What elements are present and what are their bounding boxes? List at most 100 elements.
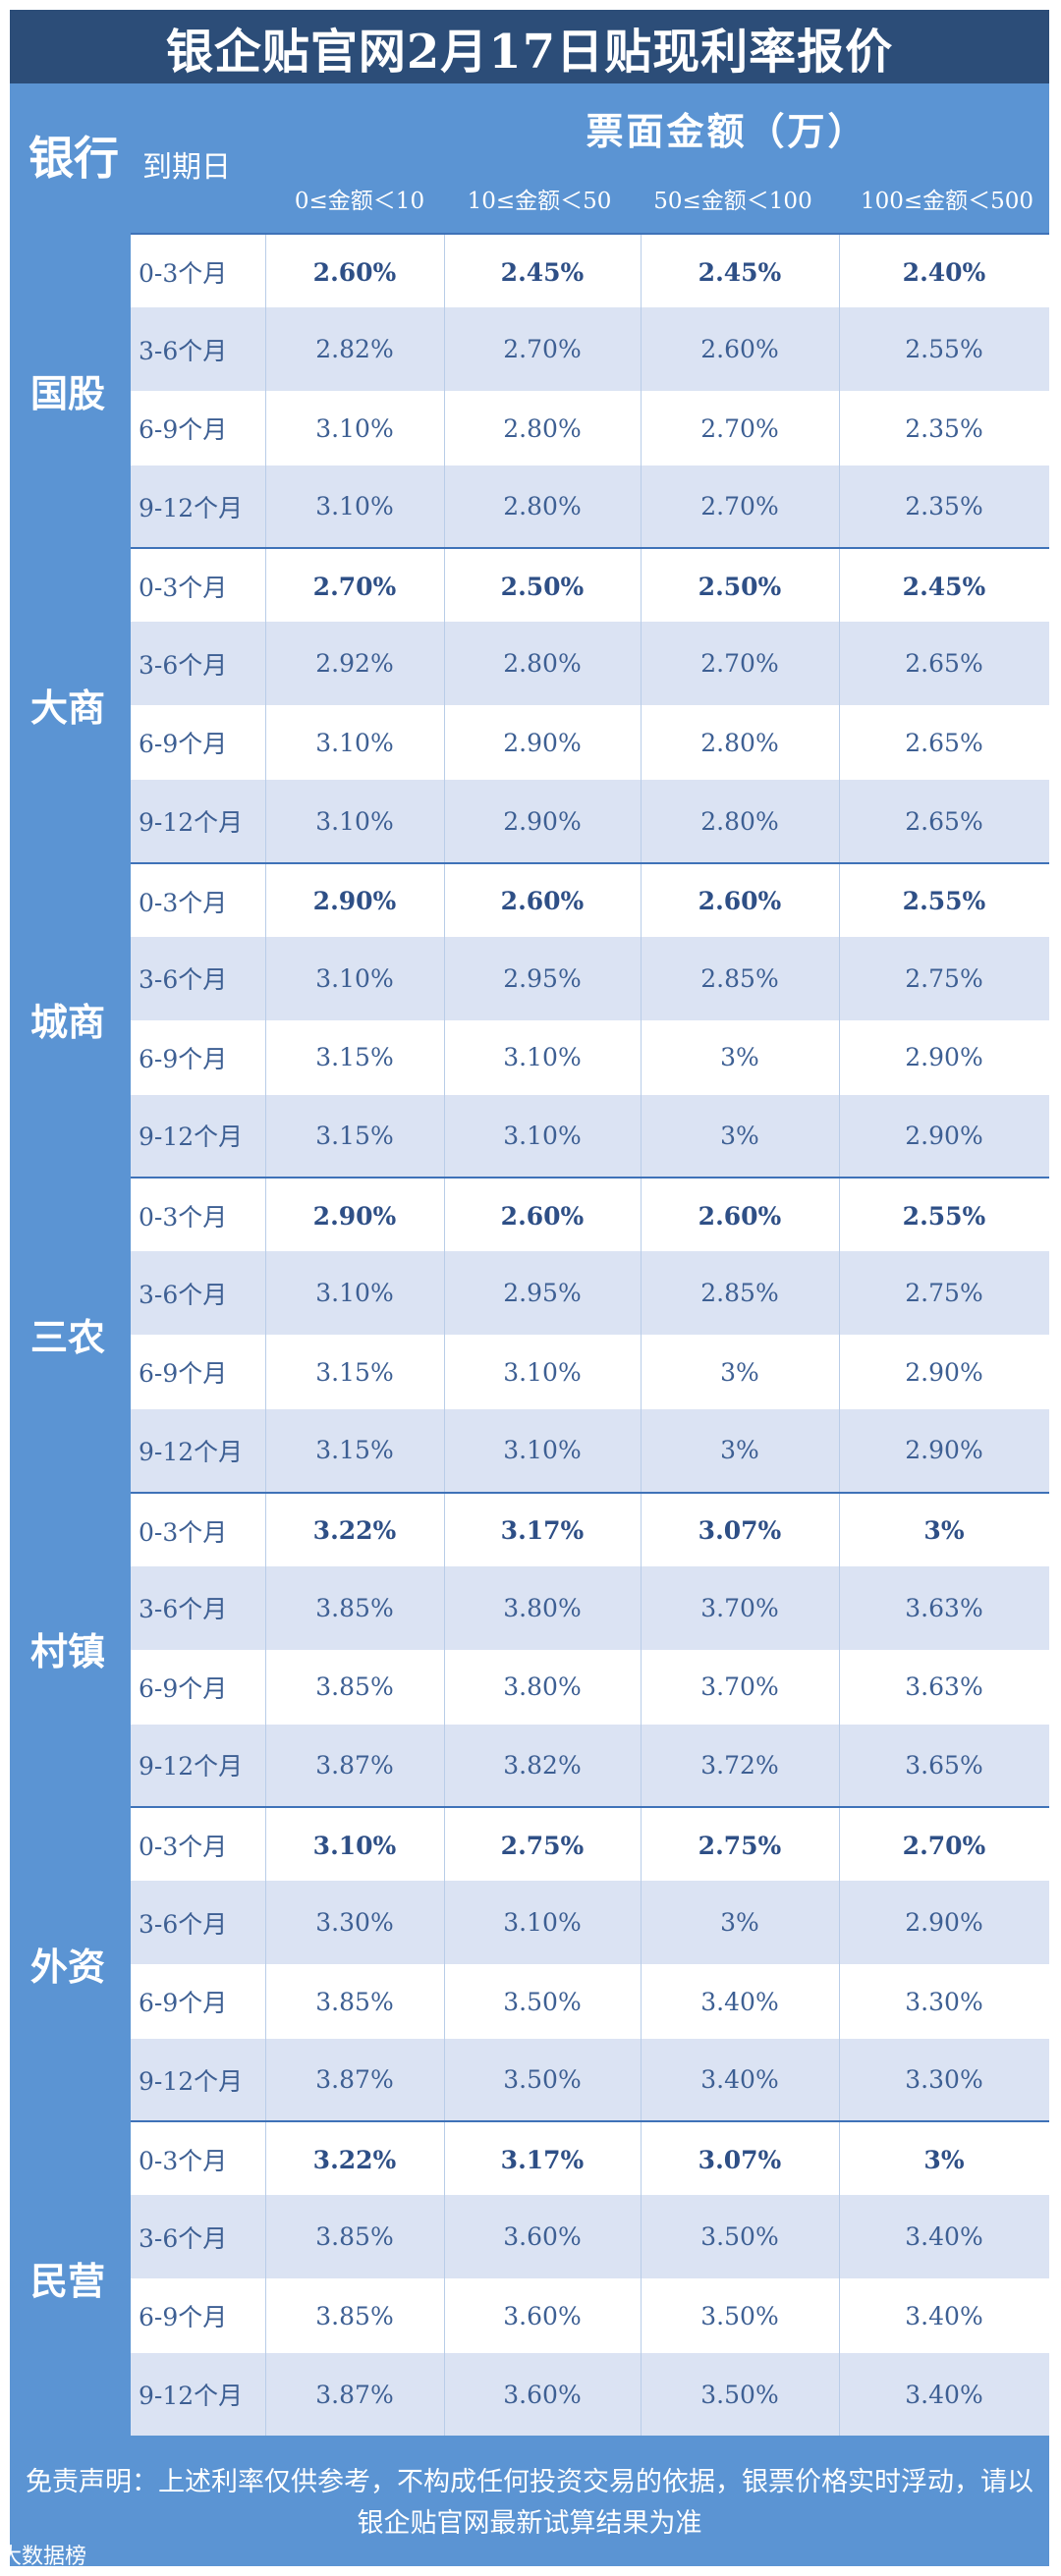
rate-cell: 3.15%: [315, 1357, 394, 1387]
rate-cell: 2.65%: [905, 806, 983, 836]
cell-divider: [265, 705, 266, 781]
cell-divider: [265, 1409, 266, 1492]
bank-type-label: 民营: [10, 2120, 126, 2436]
cell-divider: [444, 307, 445, 391]
rate-cell: 2.75%: [698, 1831, 782, 1860]
rate-cell: 3.60%: [503, 2301, 582, 2330]
cell-divider: [641, 863, 642, 939]
cell-divider: [444, 622, 445, 706]
cell-divider: [444, 1808, 445, 1883]
due-column-header: 到期日: [142, 150, 231, 185]
rate-cell: 3.22%: [312, 2145, 397, 2174]
rate-cell: 2.90%: [503, 806, 582, 836]
term-cell: 3-6个月: [139, 1909, 228, 1939]
cell-divider: [641, 1808, 642, 1883]
cell-divider: [839, 549, 840, 625]
term-cell: 3-6个月: [139, 1595, 228, 1624]
cell-divider: [265, 1178, 266, 1254]
cell-divider: [839, 1178, 840, 1254]
table-row: 3-6个月 3.10% 2.95% 2.85% 2.75%: [131, 1251, 1049, 1337]
cell-divider: [641, 2039, 642, 2121]
rate-cell: 3.40%: [700, 1987, 779, 2016]
cell-divider: [641, 1178, 642, 1254]
table-row: 9-12个月 3.87% 3.82% 3.72% 3.65%: [131, 1724, 1049, 1807]
rate-cell: 2.90%: [905, 1436, 983, 1465]
table-row: 9-12个月 3.15% 3.10% 3% 2.90%: [131, 1094, 1049, 1178]
cell-divider: [839, 235, 840, 309]
cell-divider: [641, 1964, 642, 2039]
cell-divider: [641, 2353, 642, 2436]
cell-divider: [839, 1808, 840, 1883]
cell-divider: [839, 936, 840, 1020]
rate-cell: 2.50%: [500, 572, 585, 601]
rate-cell: 3.10%: [503, 1357, 582, 1387]
rate-cell: 2.80%: [503, 413, 582, 443]
rate-cell: 3.85%: [315, 2301, 394, 2330]
cell-divider: [444, 1881, 445, 1964]
cell-divider: [265, 1565, 266, 1650]
table-row: 3-6个月 2.92% 2.80% 2.70% 2.65%: [131, 622, 1049, 707]
rate-cell: 3.30%: [905, 1987, 983, 2016]
rate-cell: 3%: [720, 1908, 759, 1937]
rate-cell: 3.10%: [503, 1436, 582, 1465]
table-row: 0-3个月 2.90% 2.60% 2.60% 2.55%: [131, 861, 1049, 940]
term-cell: 6-9个月: [139, 1359, 228, 1389]
table-row: 6-9个月 3.85% 3.50% 3.40% 3.30%: [131, 1964, 1049, 2040]
term-cell: 0-3个月: [139, 2147, 228, 2176]
cell-divider: [265, 2278, 266, 2354]
rate-cell: 2.60%: [500, 1201, 585, 1231]
rate-cell: 2.95%: [503, 1279, 582, 1308]
amount-range-headers: 0≤金额＜10 10≤金额＜50 50≤金额＜100 100≤金额＜500: [275, 182, 1059, 221]
rate-cell: 3.87%: [315, 1750, 394, 1780]
cell-divider: [641, 391, 642, 466]
rate-cell: 2.65%: [905, 649, 983, 679]
rate-cell: 3.60%: [503, 2380, 582, 2409]
term-cell: 6-9个月: [139, 2303, 228, 2332]
rate-cell: 3%: [720, 1436, 759, 1465]
rate-cell: 2.90%: [503, 728, 582, 757]
cell-divider: [839, 466, 840, 548]
cell-divider: [839, 622, 840, 706]
term-cell: 6-9个月: [139, 415, 228, 444]
cell-divider: [839, 2122, 840, 2198]
disclaimer-line: 银企贴官网最新试算结果为准: [357, 2508, 702, 2539]
rate-cell: 2.90%: [905, 1043, 983, 1072]
rate-cell: 2.80%: [700, 806, 779, 836]
cell-divider: [444, 1335, 445, 1410]
cell-divider: [265, 235, 266, 309]
rate-cell: 2.60%: [698, 887, 782, 916]
rate-cell: 2.65%: [905, 728, 983, 757]
rate-cell: 2.80%: [503, 649, 582, 679]
rate-cell: 2.70%: [700, 649, 779, 679]
table-row: 6-9个月 3.10% 2.80% 2.70% 2.35%: [131, 391, 1049, 466]
rate-cell: 2.55%: [902, 887, 986, 916]
table-row: 9-12个月 3.10% 2.80% 2.70% 2.35%: [131, 466, 1049, 549]
rate-cell: 3.85%: [315, 2222, 394, 2252]
cell-divider: [444, 1019, 445, 1095]
cell-divider: [265, 1808, 266, 1883]
term-cell: 3-6个月: [139, 650, 228, 680]
cell-divider: [444, 466, 445, 548]
cell-divider: [641, 1251, 642, 1336]
rate-cell: 3.17%: [500, 1516, 585, 1546]
cell-divider: [641, 1094, 642, 1178]
rate-cell: 2.55%: [902, 1201, 986, 1231]
rate-cell: 2.80%: [700, 728, 779, 757]
cell-divider: [444, 2195, 445, 2279]
term-cell: 0-3个月: [139, 574, 228, 603]
cell-divider: [641, 466, 642, 548]
term-cell: 6-9个月: [139, 730, 228, 759]
cell-divider: [265, 1724, 266, 1806]
rate-cell: 3.30%: [315, 1908, 394, 1937]
bank-type-label: 外资: [10, 1806, 126, 2121]
source-logo: 大数据榜: [0, 2545, 87, 2569]
bank-type-label: 大商: [10, 547, 126, 862]
amount-range-header: 100≤金额＜500: [860, 189, 1034, 214]
cell-divider: [641, 2122, 642, 2198]
rate-cell: 3.70%: [700, 1593, 779, 1622]
rate-cell: 3.30%: [905, 2065, 983, 2095]
cell-divider: [641, 1409, 642, 1492]
term-cell: 9-12个月: [139, 1752, 244, 1781]
table-row: 6-9个月 3.15% 3.10% 3% 2.90%: [131, 1019, 1049, 1096]
rate-cell: 2.95%: [503, 963, 582, 993]
